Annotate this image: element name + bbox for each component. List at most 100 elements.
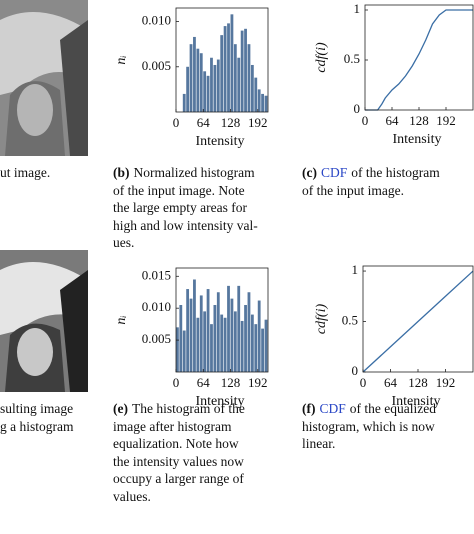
x-tick-label: 128	[409, 113, 429, 128]
bar	[199, 53, 203, 112]
equalized-image	[0, 250, 88, 392]
bar	[182, 330, 186, 372]
y-axis-label: cdf(i)	[314, 42, 329, 73]
x-tick-label: 192	[436, 113, 456, 128]
bar	[257, 89, 261, 112]
bar	[196, 48, 200, 112]
x-tick-label: 64	[384, 375, 398, 390]
bar	[220, 314, 224, 372]
cdf-line	[365, 9, 473, 111]
axes-frame	[175, 7, 269, 113]
y-axis-label: nᵢ	[114, 315, 129, 324]
caption-label: (b)	[113, 165, 130, 180]
cdf-line	[362, 270, 474, 373]
bar	[244, 305, 247, 372]
x-axis-label: Intensity	[392, 394, 441, 409]
axes-frame	[175, 267, 269, 373]
caption-line: linear.	[302, 436, 336, 451]
y-tick-label: 0.5	[344, 51, 360, 66]
bar	[193, 36, 196, 112]
caption-line: sulting image	[0, 401, 74, 416]
bar	[247, 44, 251, 112]
bar	[186, 289, 190, 372]
bar	[261, 328, 264, 372]
caption-line: of the histogram	[351, 165, 440, 180]
caption-line: high and low intensity val-	[113, 217, 258, 233]
bar	[250, 64, 254, 112]
bar	[240, 30, 244, 112]
y-tick-label: 0.010	[142, 299, 171, 314]
bar	[257, 300, 261, 372]
x-tick-label: 64	[197, 115, 211, 130]
bar	[247, 292, 251, 372]
x-tick-label: 64	[197, 375, 211, 390]
y-axis-label: nᵢ	[114, 55, 129, 64]
y-tick-label: 1	[352, 262, 359, 277]
bar	[193, 279, 196, 372]
input-image	[0, 0, 88, 156]
bar	[237, 285, 241, 372]
bar	[264, 95, 268, 112]
caption-line: equalization. Note how	[113, 436, 239, 451]
caption-link[interactable]: CDF	[319, 401, 346, 416]
y-tick-label: 0.015	[142, 267, 171, 282]
bar	[206, 75, 210, 112]
bar	[206, 289, 210, 372]
caption-line: occupy a larger range of	[113, 471, 244, 486]
bar	[196, 317, 200, 372]
bar	[233, 311, 237, 372]
bar	[216, 59, 220, 112]
caption-line: the intensity values now	[113, 453, 244, 469]
caption-b: (b) Normalized histogram of the input ima…	[113, 164, 258, 252]
caption-line: of the equalized	[349, 401, 436, 416]
caption-label: (e)	[113, 401, 128, 416]
caption-label: (c)	[302, 165, 317, 180]
bar	[179, 305, 183, 372]
x-axis-label: Intensity	[393, 132, 442, 147]
bar	[254, 324, 258, 372]
x-tick-label: 192	[436, 375, 456, 390]
caption-line: the large empty areas for	[113, 200, 247, 215]
caption-label: (f)	[302, 401, 316, 416]
x-tick-label: 0	[362, 113, 369, 128]
y-axis-label: cdf(i)	[314, 304, 329, 335]
bar	[233, 44, 237, 112]
x-tick-label: 128	[221, 375, 241, 390]
bar	[230, 298, 234, 372]
y-tick-label: 0	[352, 363, 359, 378]
caption-f: (f) CDF of the equalized histogram, which …	[302, 400, 436, 453]
caption-link[interactable]: CDF	[320, 165, 348, 180]
bar	[227, 23, 230, 112]
bar	[223, 317, 227, 372]
bar	[240, 320, 244, 372]
x-tick-label: 192	[248, 375, 268, 390]
caption-line: of the input image. Note	[113, 182, 245, 198]
caption-d: sulting image g a histogram	[0, 400, 74, 435]
bar	[223, 26, 227, 112]
y-tick-label: 0	[354, 101, 361, 116]
bar	[250, 314, 254, 372]
x-tick-label: 192	[248, 115, 268, 130]
y-tick-label: 0.005	[142, 331, 171, 346]
y-tick-label: 0.5	[342, 313, 358, 328]
bar	[220, 35, 224, 113]
bar	[261, 93, 264, 112]
x-tick-label: 0	[173, 375, 180, 390]
bar	[203, 71, 207, 112]
bar	[189, 44, 193, 112]
x-tick-label: 64	[386, 113, 400, 128]
x-tick-label: 128	[408, 375, 428, 390]
x-axis-label: Intensity	[196, 134, 245, 149]
y-tick-label: 1	[354, 1, 361, 16]
bar	[216, 292, 220, 372]
caption-a: ut image.	[0, 164, 50, 182]
y-tick-label: 0.005	[142, 58, 171, 73]
bar	[264, 319, 268, 372]
caption-line: histogram, which is now	[302, 418, 435, 434]
axes-frame	[364, 4, 474, 111]
bar	[230, 14, 234, 112]
bar	[186, 66, 190, 112]
caption-line: The histogram of the	[131, 401, 245, 416]
